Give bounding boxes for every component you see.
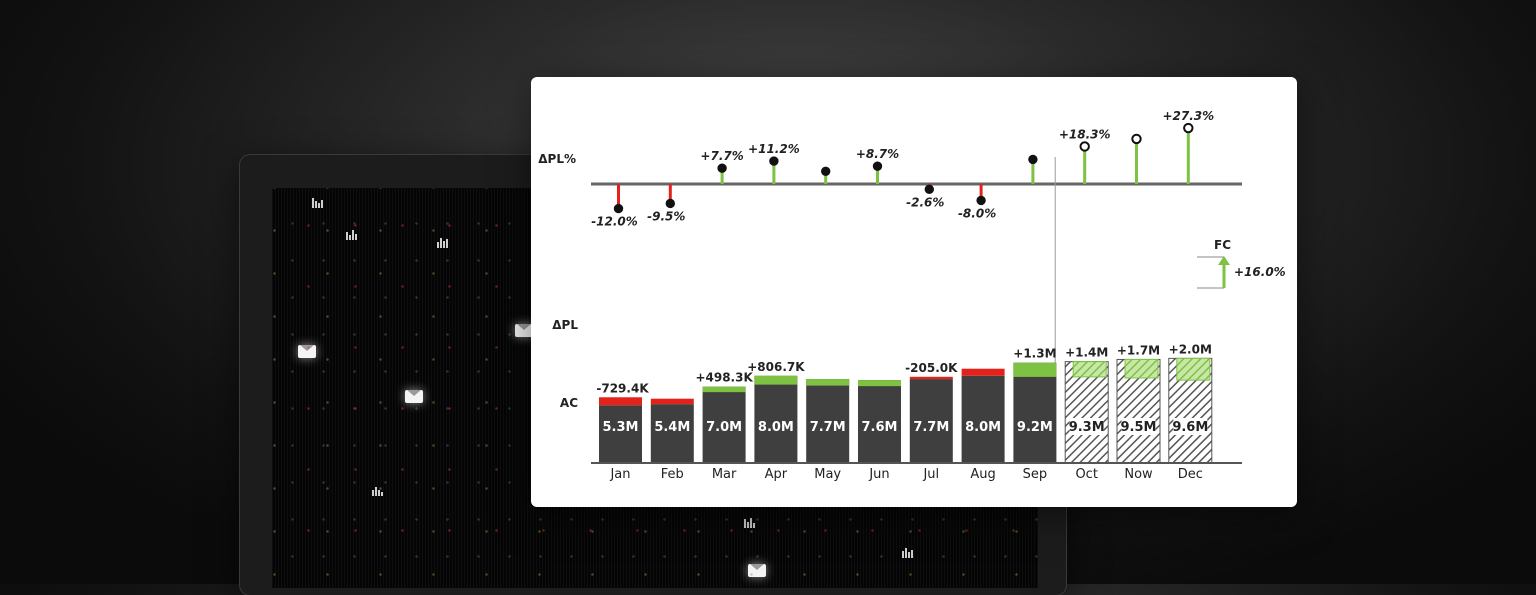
- delta-pl-row-label: ΔPL: [552, 318, 578, 332]
- pin-head: [1079, 141, 1090, 152]
- category-label: Dec: [1178, 467, 1203, 482]
- pin-head: [976, 195, 986, 206]
- category-label: Jan: [609, 467, 630, 482]
- actual-bar: [961, 375, 1005, 463]
- delta-pl-positive-box: [702, 386, 746, 393]
- delta-pl-label: +806.7K: [747, 360, 805, 374]
- delta-pl-label: +1.7M: [1117, 343, 1160, 357]
- delta-pl-percent-label: +8.7%: [856, 147, 899, 161]
- total-delta-arrow-head: [1218, 256, 1230, 265]
- delta-pl-positive-box: [1013, 362, 1057, 377]
- delta-pl-label: -205.0K: [905, 361, 958, 375]
- delta-pl-percent-label: +11.2%: [748, 142, 800, 156]
- category-label: Oct: [1075, 467, 1097, 482]
- delta-pl-positive-box: [1072, 361, 1107, 378]
- fc-label: FC: [1214, 238, 1231, 252]
- pin-head: [1131, 133, 1142, 145]
- delta-pl-label: +1.3M: [1013, 347, 1056, 361]
- delta-pl-label: -729.4K: [596, 381, 649, 395]
- actual-bar: [754, 375, 798, 463]
- chart-svg: ΔPL% ΔPL AC -12.0% -729.4K 5.3M Jan -9.5% 5.4M Fe…: [538, 109, 1285, 482]
- delta-pl-percent-label: +27.3%: [1162, 109, 1214, 123]
- delta-pl-percent-row-label: ΔPL%: [538, 152, 576, 166]
- category-label: Jun: [868, 467, 889, 482]
- value-label-backdrop: [1069, 418, 1104, 435]
- pin-head: [665, 198, 676, 209]
- bars-layer: [591, 357, 1242, 464]
- delta-pl-negative-box: [599, 397, 642, 406]
- category-label: Feb: [661, 467, 684, 482]
- delta-pl-percent-label: -9.5%: [647, 209, 685, 223]
- delta-pl-positive-box: [858, 380, 901, 387]
- delta-pl-label: +1.4M: [1065, 346, 1108, 360]
- actual-bar: [650, 404, 694, 463]
- delta-pl-percent-label: -12.0%: [591, 215, 638, 229]
- category-label: May: [814, 467, 841, 482]
- labels-layer: ΔPL% ΔPL AC -12.0% -729.4K 5.3M Jan -9.5% 5.4M Fe…: [538, 109, 1285, 482]
- value-label: 9.3M: [1069, 420, 1105, 435]
- delta-pl-percent-label: -2.6%: [906, 195, 944, 209]
- delta-pl-label: +2.0M: [1169, 342, 1212, 356]
- value-label: 9.5M: [1121, 420, 1157, 435]
- value-label: 9.2M: [1017, 420, 1053, 435]
- delta-pl-negative-box: [961, 368, 1005, 376]
- actual-bar: [909, 379, 953, 463]
- value-label: 7.0M: [706, 420, 742, 435]
- value-label: 8.0M: [965, 420, 1001, 435]
- category-label: Jul: [922, 467, 939, 482]
- actual-bar: [806, 379, 850, 463]
- delta-pl-percent-label: -8.0%: [958, 206, 996, 220]
- pin-head: [717, 163, 727, 173]
- pin-head: [769, 156, 779, 166]
- delta-pl-percent-label: +18.3%: [1059, 127, 1111, 141]
- actual-bar: [858, 380, 901, 463]
- value-label-backdrop: [1173, 418, 1208, 435]
- value-label-backdrop: [1121, 418, 1156, 435]
- delta-pl-positive-box: [806, 379, 850, 386]
- pin-head: [821, 166, 831, 176]
- value-label: 9.6M: [1172, 420, 1208, 435]
- pin-head: [1183, 122, 1194, 134]
- pin-head: [1028, 154, 1038, 165]
- ac-row-label: AC: [560, 396, 578, 410]
- delta-pl-label: +498.3K: [695, 371, 753, 385]
- delta-pl-negative-box: [650, 398, 694, 405]
- value-label: 8.0M: [758, 420, 794, 435]
- category-label: Aug: [970, 467, 995, 482]
- actual-bar: [1013, 362, 1057, 463]
- pin-head: [613, 203, 624, 214]
- value-label: 7.6M: [862, 420, 898, 435]
- delta-pl-percent-label: +7.7%: [700, 149, 743, 163]
- delta-pl-negative-box: [909, 376, 953, 380]
- pin-head: [872, 161, 883, 171]
- pin-head: [924, 184, 934, 195]
- category-label: Apr: [765, 467, 788, 482]
- actual-bar: [599, 405, 642, 463]
- category-label: Sep: [1023, 467, 1048, 482]
- category-label: Mar: [712, 467, 737, 482]
- value-label: 5.3M: [603, 420, 639, 435]
- actual-bar: [702, 386, 746, 463]
- delta-pl-positive-box: [754, 375, 798, 385]
- chart-card: ΔPL% ΔPL AC -12.0% -729.4K 5.3M Jan -9.5% 5.4M Fe…: [531, 77, 1297, 507]
- category-label: Now: [1124, 467, 1153, 482]
- delta-pl-positive-box: [1176, 357, 1211, 381]
- value-label: 5.4M: [654, 420, 690, 435]
- delta-pl-percent-layer: [591, 122, 1242, 463]
- value-label: 7.7M: [913, 420, 949, 435]
- total-delta-label: +16.0%: [1234, 265, 1286, 279]
- forecast-bar: [1064, 361, 1109, 464]
- delta-pl-positive-box: [1124, 358, 1159, 379]
- value-label: 7.7M: [810, 420, 846, 435]
